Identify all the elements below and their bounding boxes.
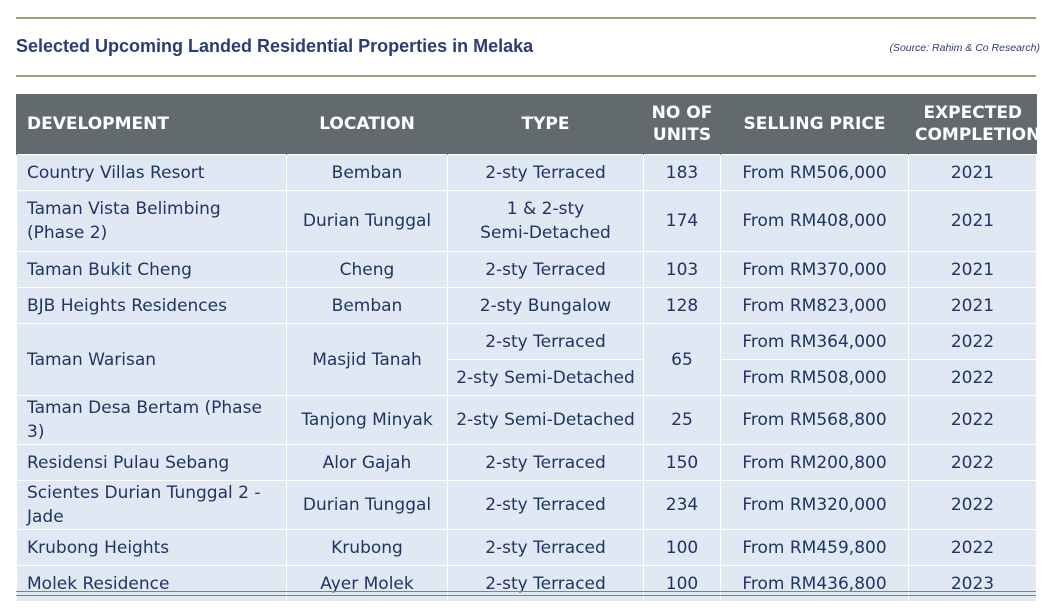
source-note: (Source: Rahim & Co Research) (889, 42, 1040, 54)
table-row: Residensi Pulau Sebang Alor Gajah 2-sty … (16, 444, 1037, 481)
cell-development: Country Villas Resort (16, 154, 287, 191)
cell-completion: 2022 (908, 323, 1037, 360)
cell-price: From RM200,800 (720, 444, 909, 481)
header-row: DEVELOPMENT LOCATION TYPE NO OF UNITS SEL… (16, 94, 1041, 155)
cell-type: 1 & 2-sty Semi-Detached (447, 190, 644, 252)
cell-completion: 2021 (908, 287, 1037, 324)
cell-units: 65 (643, 323, 721, 396)
cell-location: Durian Tunggal (286, 480, 448, 530)
table-title: Selected Upcoming Landed Residential Pro… (16, 36, 534, 56)
cell-development: Molek Residence (16, 565, 287, 602)
header-development: DEVELOPMENT (16, 94, 287, 155)
cell-location: Ayer Molek (286, 565, 448, 602)
cell-type-line1: 1 & 2-sty (506, 199, 585, 219)
cell-price: From RM508,000 (720, 359, 909, 396)
header-units-line1: NO OF (651, 103, 713, 123)
cell-completion: 2023 (908, 565, 1037, 602)
bottom-rule (16, 591, 1036, 596)
cell-type: 2-sty Terraced (447, 444, 644, 481)
properties-table: DEVELOPMENT LOCATION TYPE NO OF UNITS SEL… (16, 94, 1041, 602)
cell-price: From RM408,000 (720, 190, 909, 252)
cell-location: Durian Tunggal (286, 190, 448, 252)
cell-units: 150 (643, 444, 721, 481)
header-completion: EXPECTED COMPLETION (908, 94, 1041, 155)
cell-units: 174 (643, 190, 721, 252)
cell-development: Taman Warisan (16, 323, 287, 396)
cell-location: Bemban (286, 154, 448, 191)
cell-type: 2-sty Terraced (447, 251, 644, 288)
cell-completion: 2022 (908, 359, 1037, 396)
cell-price: From RM320,000 (720, 480, 909, 530)
cell-development: Residensi Pulau Sebang (16, 444, 287, 481)
cell-units: 183 (643, 154, 721, 191)
cell-units: 234 (643, 480, 721, 530)
table-subrow: 2-sty Semi-Detached From RM508,000 2022 (17, 359, 1037, 396)
table-row: Molek Residence Ayer Molek 2-sty Terrace… (16, 565, 1037, 602)
cell-completion: 2022 (908, 480, 1037, 530)
header-units-line2: UNITS (652, 125, 712, 145)
cell-units: 100 (643, 565, 721, 602)
title-rule (16, 75, 1036, 77)
cell-type: 2-sty Terraced (447, 154, 644, 191)
cell-location: Cheng (286, 251, 448, 288)
cell-location: Bemban (286, 287, 448, 324)
cell-units: 25 (643, 395, 721, 445)
cell-units: 128 (643, 287, 721, 324)
table-row: Scientes Durian Tunggal 2 - Jade Durian … (16, 480, 1037, 530)
cell-price: From RM436,800 (720, 565, 909, 602)
cell-type: 2-sty Bungalow (447, 287, 644, 324)
header-type: TYPE (447, 94, 644, 155)
cell-completion: 2021 (908, 251, 1037, 288)
table-row: BJB Heights Residences Bemban 2-sty Bung… (16, 287, 1037, 324)
cell-type-line2: Semi-Detached (480, 223, 611, 243)
cell-location: Tanjong Minyak (286, 395, 448, 445)
header-units: NO OF UNITS (643, 94, 721, 155)
cell-price: From RM459,800 (720, 529, 909, 566)
cell-location: Alor Gajah (286, 444, 448, 481)
cell-development: Krubong Heights (16, 529, 287, 566)
table-row: Krubong Heights Krubong 2-sty Terraced 1… (16, 529, 1037, 566)
cell-completion: 2022 (908, 444, 1037, 481)
top-rule (16, 17, 1036, 19)
table-row: Taman Bukit Cheng Cheng 2-sty Terraced 1… (16, 251, 1037, 288)
cell-type: 2-sty Terraced (447, 323, 644, 360)
table-row: Taman Warisan Masjid Tanah 2-sty Terrace… (16, 323, 1037, 396)
cell-completion: 2022 (908, 529, 1037, 566)
cell-type: 2-sty Terraced (447, 529, 644, 566)
cell-location: Krubong (286, 529, 448, 566)
cell-development: Taman Vista Belimbing (Phase 2) (16, 190, 287, 252)
cell-completion: 2022 (908, 395, 1037, 445)
cell-type: 2-sty Semi-Detached (447, 359, 644, 396)
cell-development: Taman Bukit Cheng (16, 251, 287, 288)
cell-price: From RM364,000 (720, 323, 909, 360)
cell-type: 2-sty Terraced (447, 565, 644, 602)
cell-development: Taman Desa Bertam (Phase 3) (16, 395, 287, 445)
cell-location: Masjid Tanah (286, 323, 448, 396)
table-row: Country Villas Resort Bemban 2-sty Terra… (16, 154, 1037, 191)
table-row: Taman Desa Bertam (Phase 3) Tanjong Miny… (16, 395, 1037, 445)
cell-completion: 2021 (908, 190, 1037, 252)
table-row: Taman Vista Belimbing (Phase 2) Durian T… (16, 190, 1037, 252)
cell-price: From RM823,000 (720, 287, 909, 324)
cell-completion: 2021 (908, 154, 1037, 191)
cell-units: 103 (643, 251, 721, 288)
cell-units: 100 (643, 529, 721, 566)
cell-price: From RM568,800 (720, 395, 909, 445)
header-completion-line2: COMPLETION (915, 125, 1041, 145)
cell-price: From RM370,000 (720, 251, 909, 288)
cell-type: 2-sty Terraced (447, 480, 644, 530)
cell-development: BJB Heights Residences (16, 287, 287, 324)
header-price: SELLING PRICE (720, 94, 909, 155)
header-completion-line1: EXPECTED (923, 103, 1023, 123)
header-location: LOCATION (286, 94, 448, 155)
cell-development: Scientes Durian Tunggal 2 - Jade (16, 480, 287, 530)
cell-price: From RM506,000 (720, 154, 909, 191)
cell-type: 2-sty Semi-Detached (447, 395, 644, 445)
